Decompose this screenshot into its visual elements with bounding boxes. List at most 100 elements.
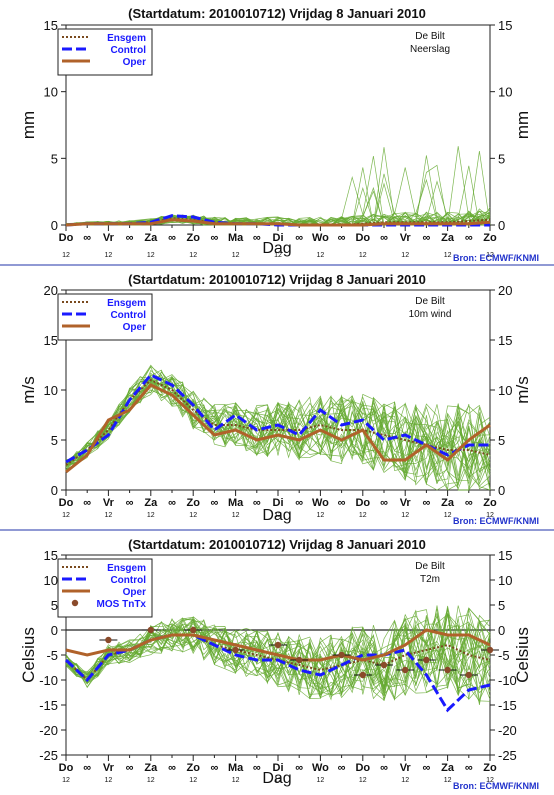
x-hour-label: 12 xyxy=(359,252,367,259)
x-day-label: Di xyxy=(273,232,284,244)
x-midday-glyph: ∞ xyxy=(210,232,218,244)
x-midday-glyph: ∞ xyxy=(380,497,388,509)
x-midday-glyph: ∞ xyxy=(126,232,134,244)
x-axis-label: Dag xyxy=(262,240,291,257)
x-hour-label: 12 xyxy=(105,777,113,784)
x-day-label: Vr xyxy=(103,497,115,509)
y-axis-label-right: Celsius xyxy=(513,627,532,683)
x-midday-glyph: ∞ xyxy=(168,232,176,244)
legend-label: Ensgem xyxy=(107,33,146,44)
x-hour-label: 12 xyxy=(274,777,282,784)
x-midday-glyph: ∞ xyxy=(168,762,176,774)
x-midday-glyph: ∞ xyxy=(210,497,218,509)
ensemble-member-line xyxy=(65,371,491,478)
y-axis-label-left: Celsius xyxy=(19,627,38,683)
x-hour-label: 12 xyxy=(401,777,409,784)
x-midday-glyph: ∞ xyxy=(465,232,473,244)
location-label: De Bilt xyxy=(415,561,445,572)
x-hour-label: 12 xyxy=(147,252,155,259)
y-tick-label-right: 0 xyxy=(498,218,505,233)
x-day-label: Do xyxy=(355,232,370,244)
x-day-label: Zo xyxy=(483,762,497,774)
x-midday-glyph: ∞ xyxy=(465,762,473,774)
x-axis-label: Dag xyxy=(262,770,291,787)
ensemble-member-line xyxy=(65,379,491,491)
mos-point xyxy=(359,671,366,679)
mos-point xyxy=(486,646,494,654)
x-hour-label: 12 xyxy=(401,512,409,519)
x-hour-label: 12 xyxy=(189,252,197,259)
x-midday-glyph: ∞ xyxy=(295,762,303,774)
legend-label: Ensgem xyxy=(107,298,146,309)
x-day-label: Za xyxy=(441,232,455,244)
y-tick-label-left: 10 xyxy=(44,383,58,398)
legend-label: Ensgem xyxy=(107,563,146,574)
x-hour-label: 12 xyxy=(401,252,409,259)
x-hour-label: 12 xyxy=(62,252,70,259)
y-axis-label-right: m/s xyxy=(513,376,532,403)
y-tick-label-right: -15 xyxy=(498,698,517,713)
x-midday-glyph: ∞ xyxy=(83,762,91,774)
y-tick-label-right: 15 xyxy=(498,18,512,33)
x-day-label: Ma xyxy=(228,497,244,509)
y-tick-label-left: -20 xyxy=(39,723,58,738)
y-tick-label-left: 20 xyxy=(44,283,58,298)
ensemble-members xyxy=(65,364,491,491)
x-midday-glyph: ∞ xyxy=(338,497,346,509)
ensemble-member-line xyxy=(65,372,491,487)
y-tick-label-left: 15 xyxy=(44,548,58,563)
mos-point xyxy=(444,666,451,674)
x-midday-glyph: ∞ xyxy=(338,762,346,774)
y-tick-label-right: 0 xyxy=(498,623,505,638)
variable-label: Neerslag xyxy=(410,44,450,55)
x-hour-label: 12 xyxy=(105,512,113,519)
x-day-label: Za xyxy=(144,497,158,509)
x-day-label: Di xyxy=(273,497,284,509)
x-day-label: Zo xyxy=(186,497,200,509)
chart-title: (Startdatum: 2010010712) Vrijdag 8 Janua… xyxy=(128,272,426,287)
x-day-label: Ma xyxy=(228,762,244,774)
y-tick-label-right: -5 xyxy=(498,648,510,663)
x-hour-label: 12 xyxy=(147,512,155,519)
x-midday-glyph: ∞ xyxy=(210,762,218,774)
x-day-label: Za xyxy=(144,762,158,774)
ensemble-members xyxy=(65,146,491,226)
x-day-label: Do xyxy=(59,762,74,774)
x-hour-label: 12 xyxy=(105,252,113,259)
location-label: De Bilt xyxy=(415,31,445,42)
ensemble-member-line xyxy=(65,156,491,226)
y-tick-label-right: 5 xyxy=(498,151,505,166)
series-line-oper xyxy=(65,628,491,662)
ensemble-member-line xyxy=(65,609,491,701)
x-midday-glyph: ∞ xyxy=(422,232,430,244)
legend-label: Oper xyxy=(123,322,146,333)
x-day-label: Vr xyxy=(103,762,115,774)
x-day-label: Zo xyxy=(483,232,497,244)
series-line-ensgem xyxy=(65,634,491,682)
y-tick-label-right: 15 xyxy=(498,333,512,348)
x-hour-label: 12 xyxy=(444,512,452,519)
ensemble-member-line xyxy=(65,614,491,694)
x-midday-glyph: ∞ xyxy=(126,762,134,774)
x-day-label: Do xyxy=(355,762,370,774)
variable-label: T2m xyxy=(420,574,440,585)
x-day-label: Za xyxy=(144,232,158,244)
ensemble-member-line xyxy=(65,365,491,479)
legend-swatch-mos xyxy=(71,599,79,607)
x-hour-label: 12 xyxy=(444,777,452,784)
x-hour-label: 12 xyxy=(232,777,240,784)
y-tick-label-right: 10 xyxy=(498,383,512,398)
x-day-label: Ma xyxy=(228,232,244,244)
x-hour-label: 12 xyxy=(317,252,325,259)
y-tick-label-right: -10 xyxy=(498,673,517,688)
x-hour-label: 12 xyxy=(189,777,197,784)
x-midday-glyph: ∞ xyxy=(465,497,473,509)
series-line-oper xyxy=(65,383,491,474)
x-hour-label: 12 xyxy=(486,252,494,259)
x-day-label: Vr xyxy=(400,497,412,509)
ensemble-member-line xyxy=(65,155,491,226)
x-hour-label: 12 xyxy=(359,512,367,519)
